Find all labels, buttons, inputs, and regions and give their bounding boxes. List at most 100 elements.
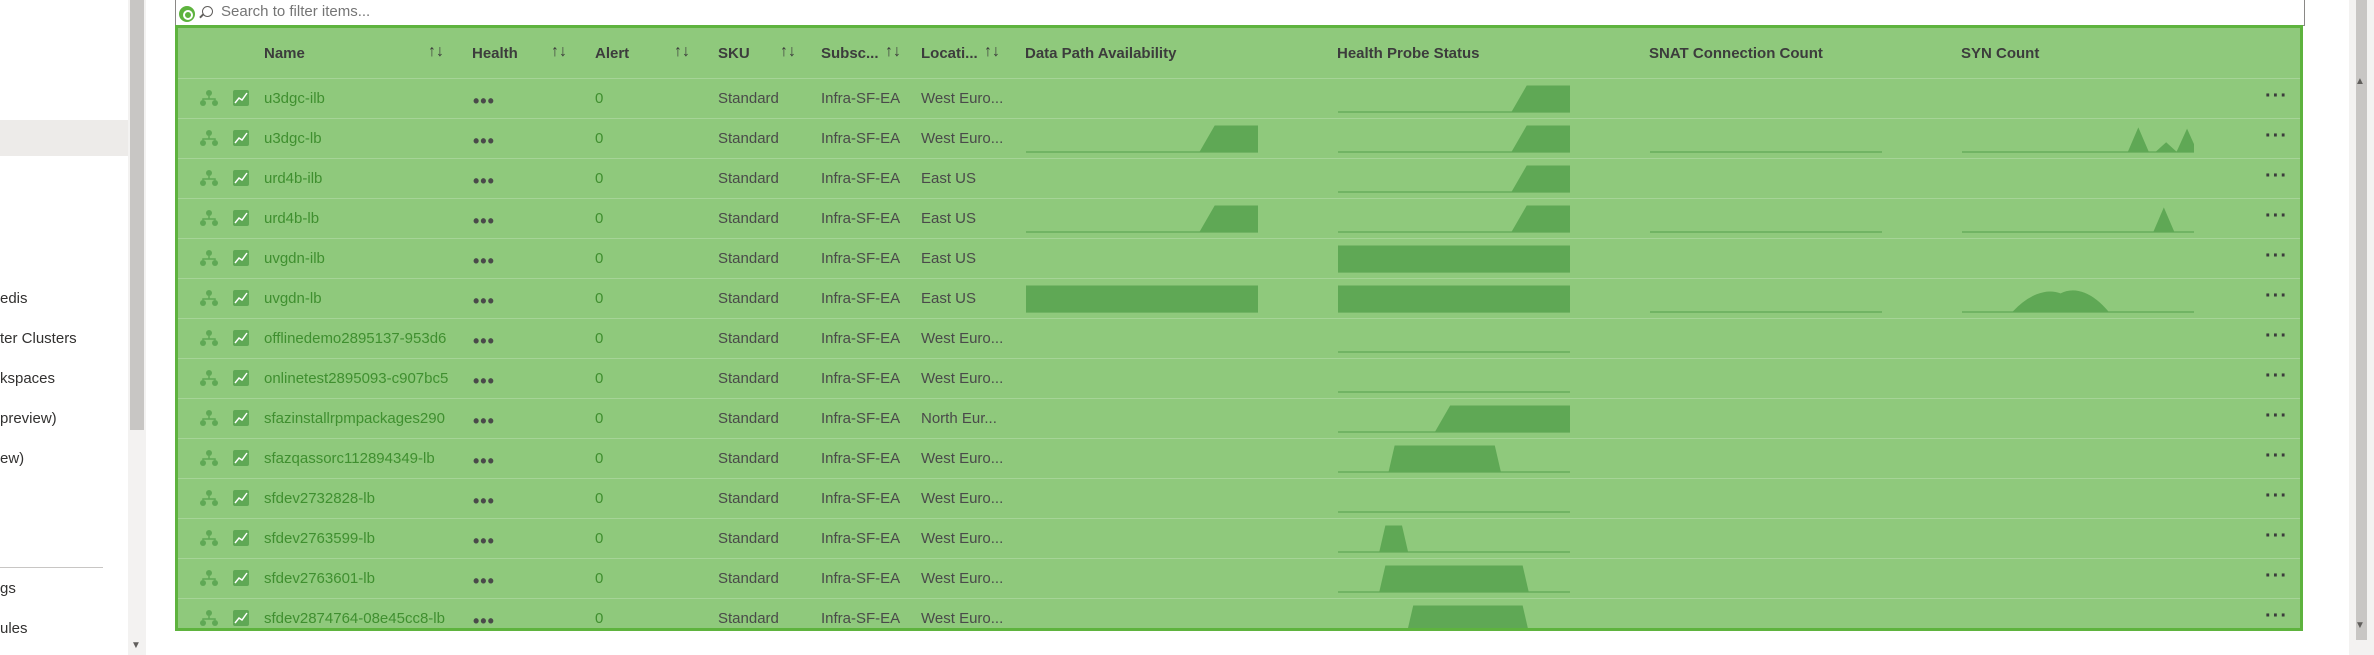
nav-item[interactable]: ter Clusters (0, 330, 77, 347)
metrics-chart-icon[interactable] (232, 529, 250, 547)
alert-count[interactable]: 0 (595, 610, 604, 627)
data-path-sparkline[interactable] (1026, 284, 1258, 314)
sort-icon[interactable]: ↑↓ (984, 43, 1000, 60)
resource-name-link[interactable]: uvgdn-lb (264, 290, 322, 307)
col-header-snat[interactable]: SNAT Connection Count (1649, 45, 1823, 62)
table-row[interactable]: sfdev2732828-lb ••• 0 Standard Infra-SF-EA We… (178, 478, 2300, 519)
nav-item[interactable]: gs (0, 580, 16, 597)
metrics-chart-icon[interactable] (232, 249, 250, 267)
more-actions-button[interactable]: ··· (2265, 405, 2288, 427)
alert-count[interactable]: 0 (595, 490, 604, 507)
syn-sparkline[interactable] (1962, 284, 2194, 314)
table-row[interactable]: u3dgc-lb ••• 0 Standard Infra-SF-EA West Euro… (178, 118, 2300, 159)
snat-sparkline[interactable] (1650, 124, 1882, 154)
more-actions-button[interactable]: ··· (2265, 365, 2288, 387)
sort-icon[interactable]: ↑↓ (674, 43, 690, 60)
nav-item[interactable]: edis (0, 290, 28, 307)
more-actions-button[interactable]: ··· (2265, 525, 2288, 547)
alert-count[interactable]: 0 (595, 290, 604, 307)
alert-count[interactable]: 0 (595, 210, 604, 227)
metrics-chart-icon[interactable] (232, 129, 250, 147)
col-header-name[interactable]: Name (264, 45, 305, 62)
table-row[interactable]: urd4b-ilb ••• 0 Standard Infra-SF-EA East US ·… (178, 158, 2300, 199)
col-header-syn[interactable]: SYN Count (1961, 45, 2040, 62)
more-actions-button[interactable]: ··· (2265, 605, 2288, 627)
nav-item[interactable]: ew) (0, 450, 25, 467)
alert-count[interactable]: 0 (595, 370, 604, 387)
table-row[interactable]: sfdev2874764-08e45cc8-lb ••• 0 Standard Infr… (178, 598, 2300, 631)
resource-name-link[interactable]: sfdev2763599-lb (264, 530, 375, 547)
alert-count[interactable]: 0 (595, 170, 604, 187)
alert-count[interactable]: 0 (595, 90, 604, 107)
table-row[interactable]: uvgdn-ilb ••• 0 Standard Infra-SF-EA East US ·… (178, 238, 2300, 279)
resource-name-link[interactable]: sfazinstallrpmpackages290 (264, 410, 445, 427)
syn-sparkline[interactable] (1962, 204, 2194, 234)
resource-name-link[interactable]: sfdev2874764-08e45cc8-lb (264, 610, 445, 627)
more-actions-button[interactable]: ··· (2265, 565, 2288, 587)
table-row[interactable]: offlinedemo2895137-953d6 ••• 0 Standard Infr… (178, 318, 2300, 359)
more-actions-button[interactable]: ··· (2265, 205, 2288, 227)
more-actions-button[interactable]: ··· (2265, 485, 2288, 507)
sort-icon[interactable]: ↑↓ (428, 43, 444, 60)
resource-name-link[interactable]: offlinedemo2895137-953d6 (264, 330, 447, 347)
col-header-health-probe[interactable]: Health Probe Status (1337, 45, 1480, 62)
more-actions-button[interactable]: ··· (2265, 125, 2288, 147)
probe-sparkline[interactable] (1338, 204, 1570, 234)
metrics-chart-icon[interactable] (232, 209, 250, 227)
table-row[interactable]: onlinetest2895093-c907bc5 ••• 0 Standard Inf… (178, 358, 2300, 399)
sort-icon[interactable]: ↑↓ (780, 43, 796, 60)
table-row[interactable]: sfazinstallrpmpackages290 ••• 0 Standard Inf… (178, 398, 2300, 439)
probe-sparkline[interactable] (1338, 324, 1570, 354)
alert-count[interactable]: 0 (595, 450, 604, 467)
table-row[interactable]: sfdev2763599-lb ••• 0 Standard Infra-SF-EA We… (178, 518, 2300, 559)
alert-count[interactable]: 0 (595, 330, 604, 347)
resource-name-link[interactable]: uvgdn-ilb (264, 250, 325, 267)
metrics-chart-icon[interactable] (232, 609, 250, 627)
resource-name-link[interactable]: sfdev2763601-lb (264, 570, 375, 587)
col-header-subscription[interactable]: Subsc... (821, 45, 879, 62)
probe-sparkline[interactable] (1338, 364, 1570, 394)
alert-count[interactable]: 0 (595, 530, 604, 547)
col-header-sku[interactable]: SKU (718, 45, 750, 62)
table-row[interactable]: sfazqassorc112894349-lb ••• 0 Standard Infra… (178, 438, 2300, 479)
data-path-sparkline[interactable] (1026, 124, 1258, 154)
metrics-chart-icon[interactable] (232, 409, 250, 427)
resource-name-link[interactable]: urd4b-lb (264, 210, 320, 227)
resource-name-link[interactable]: u3dgc-ilb (264, 90, 325, 107)
nav-selected-item[interactable] (0, 120, 128, 156)
metrics-chart-icon[interactable] (232, 329, 250, 347)
nav-item[interactable]: kspaces (0, 370, 56, 387)
nav-item[interactable]: preview) (0, 410, 57, 427)
col-header-alert[interactable]: Alert (595, 45, 630, 62)
sort-icon[interactable]: ↑↓ (551, 43, 567, 60)
filter-input[interactable] (221, 3, 1121, 20)
resource-name-link[interactable]: sfazqassorc112894349-lb (264, 450, 435, 467)
metrics-chart-icon[interactable] (232, 369, 250, 387)
probe-sparkline[interactable] (1338, 284, 1570, 314)
table-row[interactable]: sfdev2763601-lb ••• 0 Standard Infra-SF-EA We… (178, 558, 2300, 599)
probe-sparkline[interactable] (1338, 124, 1570, 154)
data-path-sparkline[interactable] (1026, 204, 1258, 234)
resource-name-link[interactable]: sfdev2732828-lb (264, 490, 375, 507)
probe-sparkline[interactable] (1338, 404, 1570, 434)
table-row[interactable]: uvgdn-lb ••• 0 Standard Infra-SF-EA East US ··… (178, 278, 2300, 319)
nav-item[interactable]: ules (0, 620, 28, 637)
nav-scroll-down-icon[interactable]: ▼ (131, 640, 141, 651)
probe-sparkline[interactable] (1338, 524, 1570, 554)
snat-sparkline[interactable] (1650, 204, 1882, 234)
alert-count[interactable]: 0 (595, 250, 604, 267)
more-actions-button[interactable]: ··· (2265, 325, 2288, 347)
probe-sparkline[interactable] (1338, 84, 1570, 114)
probe-sparkline[interactable] (1338, 604, 1570, 631)
scroll-down-icon[interactable]: ▼ (2355, 620, 2365, 631)
metrics-chart-icon[interactable] (232, 169, 250, 187)
resource-name-link[interactable]: u3dgc-lb (264, 130, 322, 147)
more-actions-button[interactable]: ··· (2265, 165, 2288, 187)
metrics-chart-icon[interactable] (232, 89, 250, 107)
probe-sparkline[interactable] (1338, 164, 1570, 194)
probe-sparkline[interactable] (1338, 564, 1570, 594)
sort-icon[interactable]: ↑↓ (885, 43, 901, 60)
probe-sparkline[interactable] (1338, 444, 1570, 474)
table-row[interactable]: u3dgc-ilb ••• 0 Standard Infra-SF-EA West Eur… (178, 78, 2300, 119)
probe-sparkline[interactable] (1338, 484, 1570, 514)
